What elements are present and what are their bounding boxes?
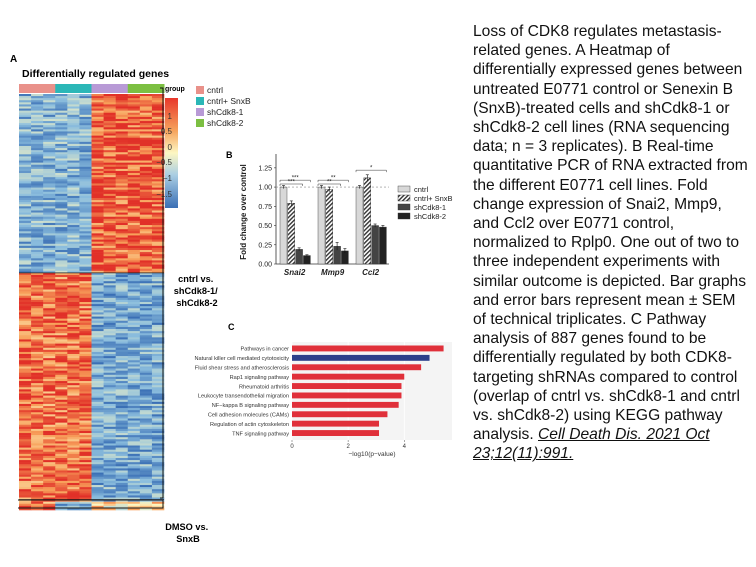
legend-label: cntrl+ SnxB <box>207 96 251 106</box>
significance-mark: ** <box>327 180 332 186</box>
significance-mark: * <box>370 166 373 172</box>
category-label: Snai2 <box>284 268 306 277</box>
bar-Snai2-0 <box>279 186 288 265</box>
significance-mark: *** <box>292 176 300 182</box>
pathway-bar <box>292 392 402 399</box>
bar-Snai2-1 <box>287 203 295 265</box>
group-segment-0 <box>19 84 56 93</box>
annot-cntrl-vs-shcdk8: cntrl vs. shCdk8-1/ shCdk8-2 <box>174 274 220 308</box>
bracket-dmso-vs-snxb <box>18 499 164 509</box>
qpcr-bar-chart: 0.00 0.25 0.50 0.75 1.00 1.25 Fold change over… <box>239 154 453 277</box>
pathway-label: NF−kappa B signaling pathway <box>212 403 289 409</box>
group-label: group <box>165 86 185 93</box>
panel-c-label: C <box>228 322 235 332</box>
bar-Ccl2-2 <box>371 225 379 265</box>
pathway-label: Rap1 signaling pathway <box>230 375 290 381</box>
y-tick-label: 0.00 <box>258 262 272 269</box>
pathway-bar <box>292 345 444 352</box>
bar-Ccl2-0 <box>355 186 364 265</box>
y-tick-label: 1.25 <box>258 165 272 172</box>
pathway-bar <box>292 420 380 427</box>
legend-swatch <box>397 203 411 211</box>
legend-swatch <box>196 97 204 105</box>
bar-Snai2-2 <box>295 249 303 265</box>
pathway-label: Cell adhesion molecules (CAMs) <box>208 413 289 419</box>
significance-mark: ** <box>331 176 336 182</box>
pathway-bar <box>292 354 430 361</box>
color-scale-ticks: 1 0.5 0 −0.5 −1 −1.5 <box>156 112 172 199</box>
legend-label: shCdk8-1 <box>414 203 446 212</box>
pathway-label: TNF signaling pathway <box>232 431 289 437</box>
x-tick-label: 4 <box>403 444 407 450</box>
bar-Ccl2-3 <box>379 226 387 265</box>
legend-swatch <box>196 119 204 127</box>
y-tick-label: 0.75 <box>258 204 272 211</box>
category-label: Mmp9 <box>321 268 345 277</box>
pathway-label: Fluid shear stress and atherosclerosis <box>195 366 289 372</box>
pathway-label: Natural killer cell mediated cytotoxicit… <box>194 356 289 362</box>
legend-label: shCdk8-2 <box>207 118 244 128</box>
legend-swatch <box>397 212 411 220</box>
caption-text: Loss of CDK8 regulates metastasis-relate… <box>473 23 748 444</box>
panel-b-label: B <box>226 150 233 160</box>
y-tick-label: 0.50 <box>258 223 272 230</box>
pathway-label: Leukocyte transendothelial migration <box>198 394 289 400</box>
figure: A Differentially regulated genes group c… <box>10 54 453 544</box>
group-segment-2 <box>91 84 129 93</box>
heatmap-group-bar <box>19 84 165 93</box>
x-tick-label: 0 <box>290 444 294 450</box>
legend-label: shCdk8-2 <box>414 212 446 221</box>
citation-link[interactable]: Cell Death Dis. 2021 Oct 23;12(11):991. <box>473 426 710 463</box>
pathway-bar <box>292 364 422 371</box>
pathway-label: Pathways in cancer <box>240 347 289 353</box>
scale-tick-label: −0.5 <box>156 158 172 167</box>
legend-swatch <box>397 185 411 193</box>
y-tick-label: 1.00 <box>258 185 272 192</box>
legend-swatch <box>397 194 411 202</box>
significance-mark: *** <box>288 180 296 186</box>
pathway-bar <box>292 430 380 436</box>
panel-a-label: A <box>10 54 17 65</box>
pathway-bar <box>292 401 399 408</box>
annot-dmso-vs-snxb: DMSO vs. SnxB <box>165 522 210 544</box>
legend-label: cntrl+ SnxB <box>414 194 453 203</box>
pathway-bar <box>292 373 405 380</box>
heatmap-color-scale <box>165 98 178 208</box>
figure-caption: Loss of CDK8 regulates metastasis-relate… <box>473 22 751 464</box>
x-axis-label: −log10(p−value) <box>349 451 396 458</box>
pathway-bar-chart: Pathways in cancer Natural killer cell me… <box>194 342 452 458</box>
y-axis-label: Fold change over control <box>239 164 248 260</box>
category-label: Ccl2 <box>362 268 379 277</box>
bar-Mmp9-1 <box>325 189 333 265</box>
y-tick-label: 0.25 <box>258 242 272 249</box>
bracket-cntrl-vs-shcdk8 <box>160 87 164 499</box>
heatmap <box>19 94 165 511</box>
pathway-label: Regulation of actin cytoskeleton <box>210 422 289 428</box>
scale-tick-label: −1.5 <box>156 190 172 199</box>
legend-swatch <box>196 108 204 116</box>
pathway-bar <box>292 383 402 389</box>
scale-tick-label: 1 <box>168 112 173 121</box>
bar-Snai2-3 <box>303 255 311 265</box>
bar-Mmp9-0 <box>317 186 326 265</box>
legend-label: cntrl <box>414 185 429 194</box>
x-tick-label: 2 <box>346 444 350 450</box>
scale-tick-label: 0.5 <box>161 127 173 136</box>
group-segment-3 <box>127 84 165 93</box>
scale-tick-label: 0 <box>168 143 173 152</box>
legend-swatch <box>196 86 204 94</box>
legend-label: cntrl <box>207 85 223 95</box>
legend-label: shCdk8-1 <box>207 107 244 117</box>
pathway-bar <box>292 411 388 418</box>
pathway-label: Rheumatoid arthritis <box>239 384 289 390</box>
heatmap-title: Differentially regulated genes <box>22 68 169 80</box>
bar-Ccl2-1 <box>363 177 371 265</box>
group-segment-1 <box>55 84 92 93</box>
scale-tick-label: −1 <box>163 174 173 183</box>
